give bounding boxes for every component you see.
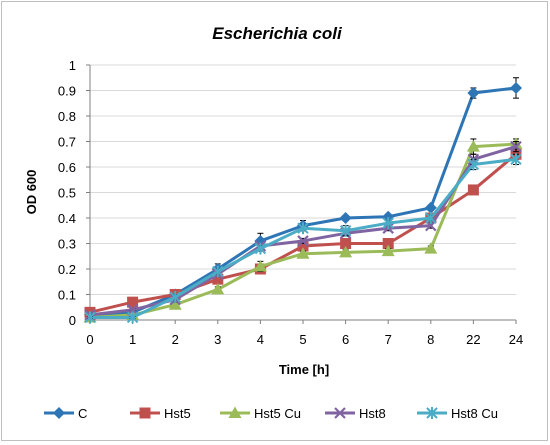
series-hst8-cu bbox=[84, 153, 522, 324]
data-point bbox=[297, 235, 309, 247]
x-tick-label: 6 bbox=[342, 332, 349, 347]
legend-item: Hst8 Cu bbox=[417, 406, 498, 421]
y-tick-label: 0.2 bbox=[58, 262, 76, 277]
y-tick-label: 0.4 bbox=[58, 211, 76, 226]
legend-label: Hst8 Cu bbox=[451, 406, 498, 421]
data-point bbox=[334, 407, 346, 419]
data-point bbox=[426, 407, 438, 419]
x-tick-label: 3 bbox=[214, 332, 221, 347]
x-tick-label: 2 bbox=[172, 332, 179, 347]
x-tick-label: 22 bbox=[466, 332, 480, 347]
data-point bbox=[127, 296, 139, 308]
data-point bbox=[339, 224, 352, 237]
x-tick-label: 5 bbox=[299, 332, 306, 347]
legend-item: Hst5 bbox=[130, 406, 191, 421]
data-point bbox=[424, 201, 437, 214]
x-tick-label: 7 bbox=[385, 332, 392, 347]
marker-stroke bbox=[334, 407, 346, 419]
data-point bbox=[510, 81, 522, 94]
x-tick-label: 4 bbox=[257, 332, 264, 347]
y-tick-label: 0.8 bbox=[58, 109, 76, 124]
data-point bbox=[510, 140, 522, 153]
data-point bbox=[168, 298, 182, 310]
data-point bbox=[212, 265, 224, 278]
data-point bbox=[169, 291, 181, 304]
x-tick-label: 1 bbox=[129, 332, 136, 347]
data-point bbox=[467, 87, 480, 100]
legend-label: Hst8 bbox=[359, 406, 386, 421]
gridlines bbox=[90, 64, 516, 295]
marker-stroke bbox=[510, 140, 522, 153]
x-tick-label: 24 bbox=[509, 332, 523, 347]
x-axis-title: Time [h] bbox=[279, 362, 329, 377]
y-tick-label: 0.3 bbox=[58, 237, 76, 252]
data-point bbox=[139, 407, 151, 419]
data-point bbox=[228, 406, 242, 418]
y-axis-title: OD 600 bbox=[24, 170, 39, 215]
data-point bbox=[425, 212, 437, 224]
data-point bbox=[466, 140, 480, 152]
legend-item: Hst5 Cu bbox=[220, 406, 301, 421]
data-point bbox=[467, 158, 480, 171]
data-point bbox=[340, 238, 352, 249]
marker-stroke bbox=[297, 235, 309, 247]
data-point bbox=[254, 242, 267, 255]
y-tick-label: 0 bbox=[69, 313, 76, 328]
legend-label: Hst5 Cu bbox=[254, 406, 301, 421]
chart-title: Escherichia coli bbox=[212, 24, 343, 43]
y-tick-label: 0.9 bbox=[58, 84, 76, 99]
x-tick-label: 8 bbox=[427, 332, 434, 347]
y-tick-label: 0.7 bbox=[58, 135, 76, 150]
data-point bbox=[382, 217, 394, 230]
data-point bbox=[382, 238, 394, 249]
y-tick-label: 0.1 bbox=[58, 288, 76, 303]
data-point bbox=[84, 311, 96, 324]
legend-label: C bbox=[78, 406, 87, 421]
data-point bbox=[381, 244, 395, 257]
data-point bbox=[339, 245, 353, 258]
data-point bbox=[510, 153, 522, 166]
data-point bbox=[339, 212, 352, 224]
legend: C Hst5 Hst5 Cu Hst8 Hst8 Cu bbox=[44, 406, 498, 421]
y-tick-label: 0.5 bbox=[58, 186, 76, 201]
data-point bbox=[211, 282, 225, 295]
series-layer bbox=[83, 77, 523, 324]
line-chart: Escherichia coli 00.10.20.30.40.50.60.70… bbox=[24, 24, 523, 421]
data-point bbox=[212, 273, 224, 285]
tick-labels: 0 0.1 0.2 0.3 0.4 0.5 0.6 0.7 0.8 0.9 1 0 1 2 3 4 5 6 7 8 22… bbox=[58, 58, 523, 347]
y-tick-label: 0.6 bbox=[58, 160, 76, 175]
legend-label: Hst5 bbox=[164, 406, 191, 421]
data-point bbox=[53, 407, 65, 419]
data-point bbox=[467, 184, 479, 196]
data-point bbox=[253, 259, 267, 272]
y-tick-label: 1 bbox=[69, 58, 76, 73]
data-point bbox=[424, 242, 438, 254]
data-point bbox=[297, 222, 309, 235]
legend-item: C bbox=[44, 406, 87, 421]
x-tick-label: 0 bbox=[86, 332, 93, 347]
data-point bbox=[296, 247, 310, 259]
legend-item: Hst8 bbox=[325, 406, 386, 421]
data-point bbox=[297, 240, 309, 252]
series-c bbox=[84, 77, 522, 321]
data-point bbox=[126, 311, 139, 324]
